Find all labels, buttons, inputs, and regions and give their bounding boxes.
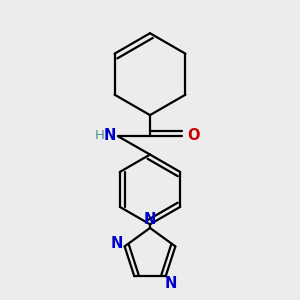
Text: H: H <box>94 129 104 142</box>
Text: N: N <box>164 276 177 291</box>
Text: N: N <box>110 236 123 251</box>
Text: O: O <box>187 128 200 142</box>
Text: N: N <box>103 128 116 143</box>
Text: N: N <box>144 212 156 227</box>
